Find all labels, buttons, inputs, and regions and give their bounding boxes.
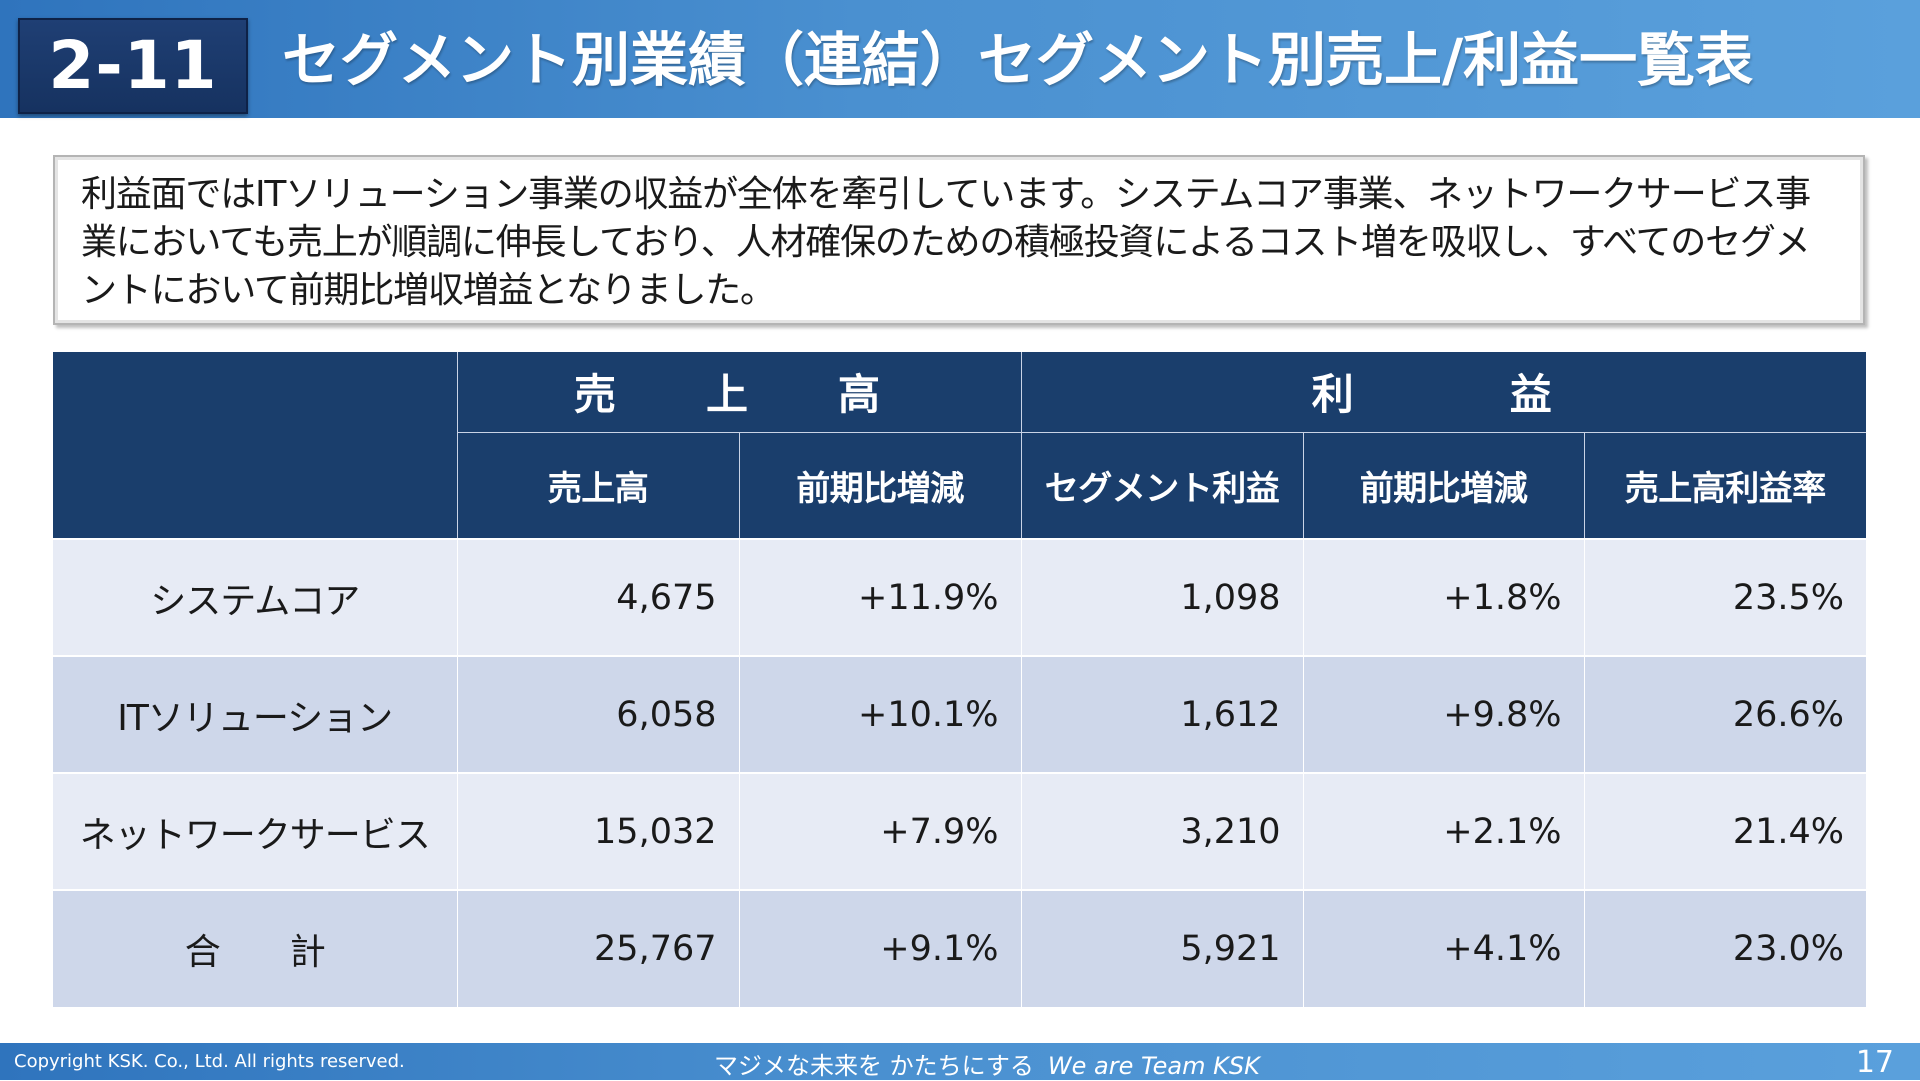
sales-change-cell: +10.1% — [738, 655, 1022, 773]
margin-cell: 23.0% — [1583, 889, 1867, 1007]
profit-group-label: 利 益 — [1311, 370, 1576, 420]
header-bar: 2-11 セグメント別業績（連結）セグメント別売上/利益一覧表 — [0, 0, 1920, 118]
profit-change-cell: +4.1% — [1302, 889, 1585, 1007]
copyright-text: Copyright KSK. Co., Ltd. All rights rese… — [14, 1051, 405, 1072]
segment-profit-cell: 5,921 — [1020, 889, 1304, 1007]
sales-cell: 15,032 — [456, 772, 739, 890]
slogan-english: We are Team KSK — [1047, 1052, 1260, 1080]
summary-box: 利益面ではITソリューション事業の収益が全体を牽引しています。システムコア事業、… — [53, 155, 1865, 325]
table-group-header-row: 売 上 高 利 益 — [53, 352, 1867, 539]
margin-cell: 21.4% — [1583, 772, 1867, 890]
column-header-margin: 売上高利益率 — [1583, 432, 1867, 539]
profit-change-cell: +2.1% — [1302, 772, 1585, 890]
section-number-badge: 2-11 — [18, 18, 248, 114]
segment-name-cell: システムコア — [53, 538, 457, 656]
table-row: システムコア 4,675 +11.9% 1,098 +1.8% 23.5% — [53, 538, 1867, 656]
sales-group-header: 売 上 高 — [456, 352, 1022, 433]
profit-change-cell: +1.8% — [1302, 538, 1585, 656]
sales-change-cell: +9.1% — [738, 889, 1022, 1007]
profit-group-header: 利 益 — [1020, 352, 1867, 433]
segment-table: 売 上 高 利 益 売上高 前期比増減 セグメント利益 前期比増減 売上高利益率… — [53, 352, 1867, 1007]
column-header-profit-change: 前期比増減 — [1302, 432, 1585, 539]
column-header-sales-change: 前期比増減 — [738, 432, 1022, 539]
segment-profit-cell: 1,098 — [1020, 538, 1304, 656]
slogan: マジメな未来を かたちにする We are Team KSK — [714, 1046, 1260, 1081]
slogan-japanese: マジメな未来を かたちにする — [714, 1052, 1034, 1080]
column-header-segment-profit: セグメント利益 — [1020, 432, 1304, 539]
sales-cell: 25,767 — [456, 889, 739, 1007]
sales-cell: 6,058 — [456, 655, 739, 773]
total-label-cell: 合 計 — [53, 889, 457, 1007]
segment-name-cell: ネットワークサービス — [53, 772, 457, 890]
margin-cell: 23.5% — [1583, 538, 1867, 656]
profit-change-cell: +9.8% — [1302, 655, 1585, 773]
table-column-header-row: 売上高 前期比増減 セグメント利益 前期比増減 売上高利益率 — [53, 432, 1867, 539]
sales-change-cell: +7.9% — [738, 772, 1022, 890]
table-row: ネットワークサービス 15,032 +7.9% 3,210 +2.1% 21.4… — [53, 772, 1867, 890]
summary-text: 利益面ではITソリューション事業の収益が全体を牽引しています。システムコア事業、… — [81, 174, 1811, 311]
segment-profit-cell: 3,210 — [1020, 772, 1304, 890]
sales-cell: 4,675 — [456, 538, 739, 656]
footer-bar: Copyright KSK. Co., Ltd. All rights rese… — [0, 1043, 1920, 1080]
sales-group-label: 売 上 高 — [574, 370, 905, 420]
segment-profit-cell: 1,612 — [1020, 655, 1304, 773]
page-number: 17 — [1855, 1045, 1894, 1080]
table-total-row: 合 計 25,767 +9.1% 5,921 +4.1% 23.0% — [53, 889, 1867, 1007]
sales-change-cell: +11.9% — [738, 538, 1022, 656]
table-corner-cell — [53, 352, 458, 539]
table-row: ITソリューション 6,058 +10.1% 1,612 +9.8% 26.6% — [53, 655, 1867, 773]
margin-cell: 26.6% — [1583, 655, 1867, 773]
segment-name-cell: ITソリューション — [53, 655, 457, 773]
page-title: セグメント別業績（連結）セグメント別売上/利益一覧表 — [282, 26, 1754, 94]
column-header-sales: 売上高 — [457, 432, 739, 539]
